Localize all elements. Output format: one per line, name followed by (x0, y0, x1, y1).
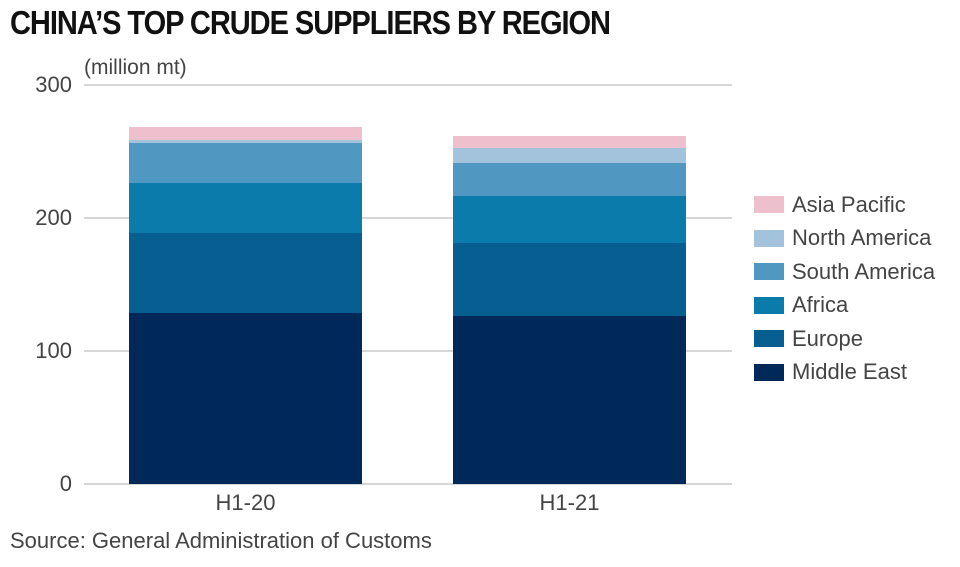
bar-segment-north-america (453, 148, 686, 163)
bar-segment-middle-east (129, 313, 362, 484)
bar-segment-south-america (129, 142, 362, 183)
legend-swatch-asia-pacific (754, 196, 784, 214)
y-tick-200: 200 (35, 205, 72, 230)
y-tick-100: 100 (35, 338, 72, 363)
x-tick-h1-21: H1-21 (539, 490, 600, 515)
bar-h1-21 (453, 136, 686, 484)
bar-segment-asia-pacific (129, 126, 362, 140)
y-axis-unit-label: (million mt) (84, 56, 187, 79)
legend-label: North America (792, 225, 932, 251)
bar-segment-africa (453, 196, 686, 243)
bar-segment-europe (453, 242, 686, 316)
legend-swatch-europe (754, 330, 784, 348)
x-tick-h1-20: H1-20 (215, 490, 276, 515)
legend-label: Asia Pacific (792, 191, 906, 217)
gridline-100 (84, 350, 732, 352)
legend-swatch-north-america (754, 229, 784, 247)
legend-item-middle-east: Middle East (754, 356, 935, 390)
legend-item-south-america: South America (754, 255, 935, 289)
gridline-300 (84, 84, 732, 86)
gridline-200 (84, 217, 732, 219)
legend-swatch-africa (754, 296, 784, 314)
bar-segment-north-america (129, 140, 362, 143)
legend-item-asia-pacific: Asia Pacific (754, 188, 935, 222)
legend-label: South America (792, 258, 936, 284)
y-tick-300: 300 (35, 72, 72, 97)
legend-swatch-middle-east (754, 363, 784, 381)
bar-segment-africa (129, 182, 362, 234)
legend-item-north-america: North America (754, 222, 935, 256)
bar-h1-20 (129, 126, 362, 484)
bar-segment-south-america (453, 162, 686, 196)
gridline-0 (84, 483, 732, 485)
legend-label: Europe (792, 325, 863, 351)
legend: Asia Pacific North America South America… (754, 188, 935, 389)
source-note: Source: General Administration of Custom… (10, 528, 432, 553)
legend-label: Africa (792, 292, 849, 318)
legend-item-europe: Europe (754, 322, 935, 356)
legend-swatch-south-america (754, 263, 784, 281)
bar-segment-europe (129, 233, 362, 314)
legend-label: Middle East (792, 359, 907, 385)
y-tick-0: 0 (59, 471, 72, 496)
bar-segment-middle-east (453, 316, 686, 484)
chart-title: CHINA’S TOP CRUDE SUPPLIERS BY REGION (10, 4, 611, 41)
legend-item-africa: Africa (754, 289, 935, 323)
bar-segment-asia-pacific (453, 136, 686, 148)
